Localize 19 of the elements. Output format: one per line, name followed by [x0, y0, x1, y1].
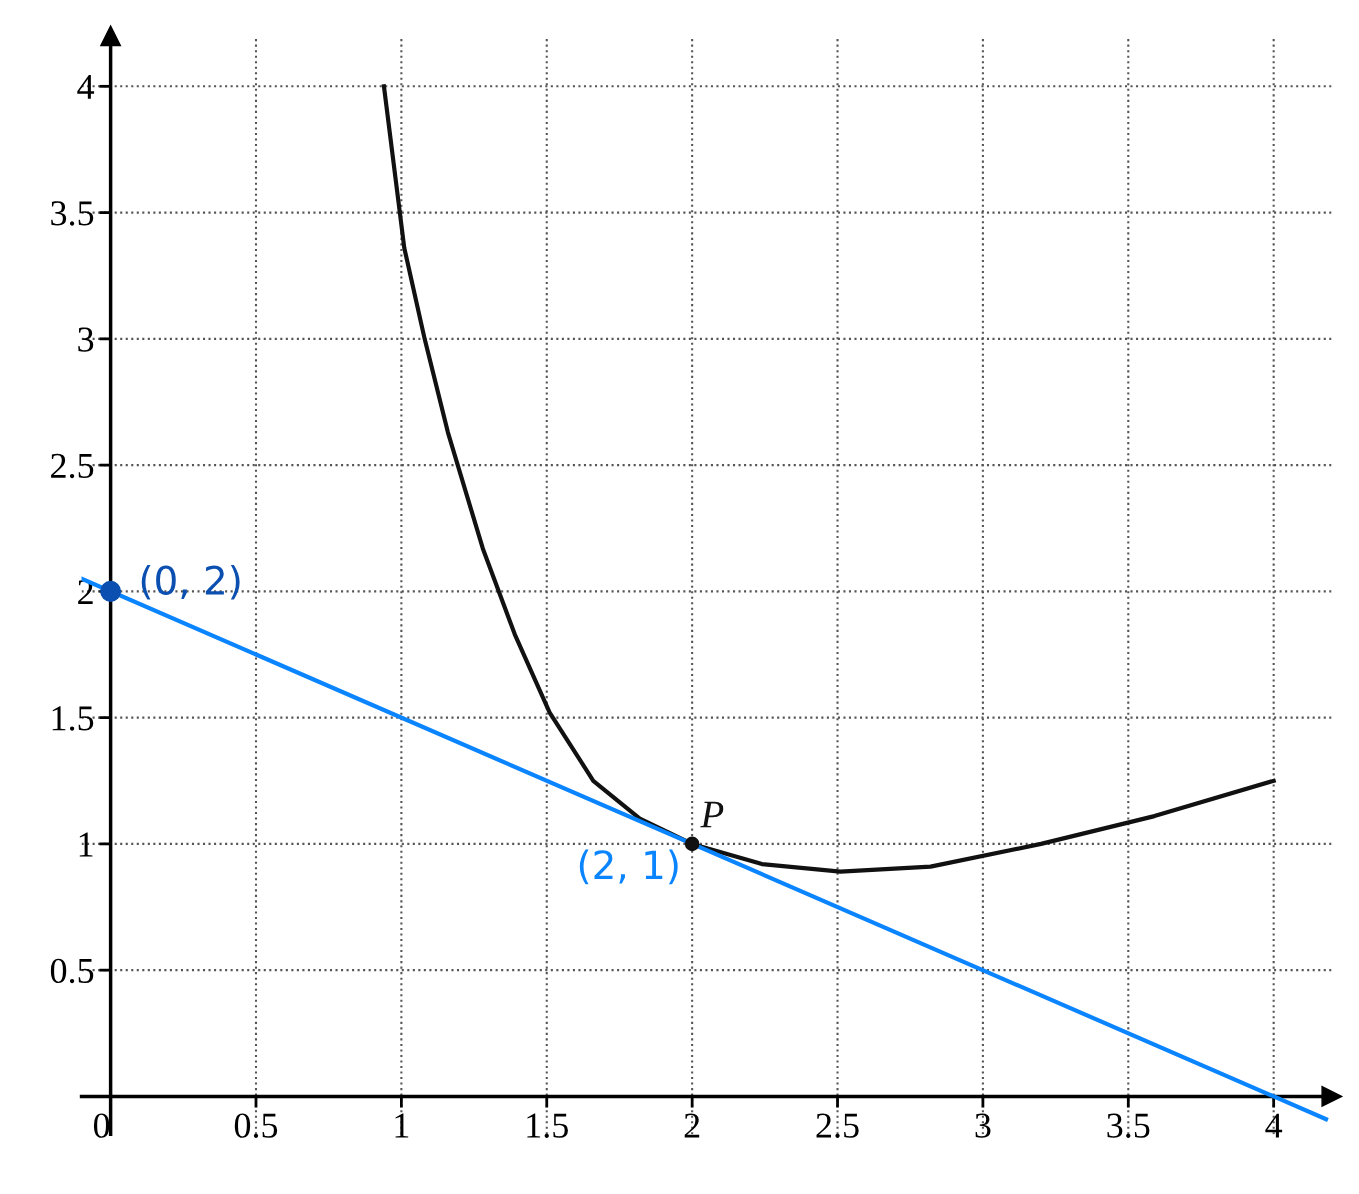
- y-tick-label: 1.5: [52, 706, 94, 731]
- y-tick-label: 4: [77, 75, 95, 99]
- x-tick-label: 0: [93, 1113, 110, 1138]
- y-tick-label: 3.5: [51, 201, 94, 226]
- y-tick-label: 0.5: [50, 958, 94, 984]
- x-tick-label: 0.5: [234, 1113, 278, 1138]
- x-tick-label: 4: [1265, 1113, 1283, 1138]
- annotation: (2, 1): [579, 849, 678, 885]
- annotation: (0, 2): [141, 564, 240, 600]
- x-tick-label: 1.5: [527, 1113, 568, 1138]
- x-tick-label: 2.5: [816, 1113, 859, 1138]
- x-tick-label: 2: [684, 1113, 700, 1138]
- y-tick-label: 3: [78, 327, 94, 352]
- x-tick-label: 3: [975, 1113, 991, 1138]
- y-tick-label: 1: [79, 832, 93, 857]
- x-tick-label: 3.5: [1107, 1113, 1150, 1138]
- y-tick-label: 2.5: [51, 453, 94, 479]
- annotation: P: [700, 801, 724, 828]
- x-tick-label: 1: [395, 1113, 409, 1138]
